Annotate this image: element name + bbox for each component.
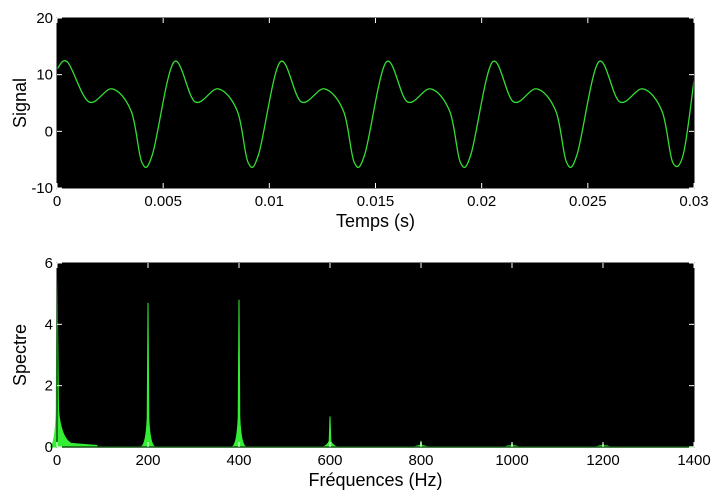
spectrum-y-tick-label: 2 (45, 378, 53, 395)
signal-x-tick-label: 0.015 (357, 193, 395, 210)
signal-y-tick-label: 10 (36, 67, 53, 84)
spectrum-x-tick-label: 200 (135, 452, 160, 469)
spectrum-y-tick-label: 0 (45, 439, 53, 456)
spectrum-low-frequency-skirt (56, 275, 98, 448)
spectrum-plot: 0 200 400 600 800 1000 1200 1400 0 2 4 6 Fréquences… (10, 255, 711, 490)
signal-x-tick-label: 0.025 (569, 193, 607, 210)
spectrum-x-tick-label: 800 (408, 452, 433, 469)
signal-x-tick-label: 0.03 (679, 193, 708, 210)
spectrum-x-tick-label: 400 (226, 452, 251, 469)
signal-y-tick-label: 0 (45, 123, 53, 140)
signal-x-tick-label: 0.005 (144, 193, 182, 210)
spectrum-y-tick-label: 4 (45, 316, 53, 333)
spectrum-peak (140, 302, 156, 448)
spectrum-x-tick-label: 1000 (495, 452, 528, 469)
signal-series-line (56, 60, 695, 168)
signal-y-tick-label: -10 (31, 180, 53, 197)
spectrum-x-tick-label: 600 (317, 452, 342, 469)
spectrum-y-tick-label: 6 (45, 255, 53, 272)
signal-y-tick-label: 20 (36, 10, 53, 27)
spectrum-peak (322, 416, 338, 448)
spectrum-x-tick-label: 1400 (677, 452, 710, 469)
signal-x-axis-label: Temps (s) (336, 211, 415, 231)
spectrum-x-tick-label: 1200 (586, 452, 619, 469)
spectrum-plot-frame (56, 262, 695, 448)
spectrum-plot-area (57, 263, 694, 447)
spectrum-peak (231, 299, 247, 448)
signal-y-axis-label: Signal (10, 78, 30, 128)
signal-x-tick-label: 0 (53, 193, 61, 210)
signal-x-tick-label: 0.01 (255, 193, 284, 210)
signal-x-tick-label: 0.02 (467, 193, 496, 210)
spectrum-y-axis-label: Spectre (10, 324, 30, 386)
spectrum-x-tick-label: 0 (53, 452, 61, 469)
spectrum-x-axis-label: Fréquences (Hz) (308, 470, 442, 490)
